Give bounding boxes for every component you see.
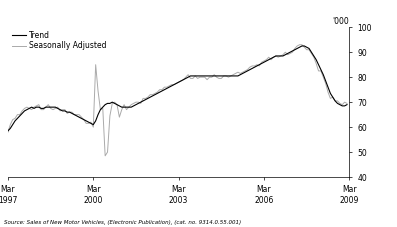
Legend: Trend, Seasonally Adjusted: Trend, Seasonally Adjusted (12, 31, 106, 50)
Text: '000: '000 (333, 17, 349, 26)
Text: Source: Sales of New Motor Vehicles, (Electronic Publication), (cat. no. 9314.0.: Source: Sales of New Motor Vehicles, (El… (4, 220, 241, 225)
